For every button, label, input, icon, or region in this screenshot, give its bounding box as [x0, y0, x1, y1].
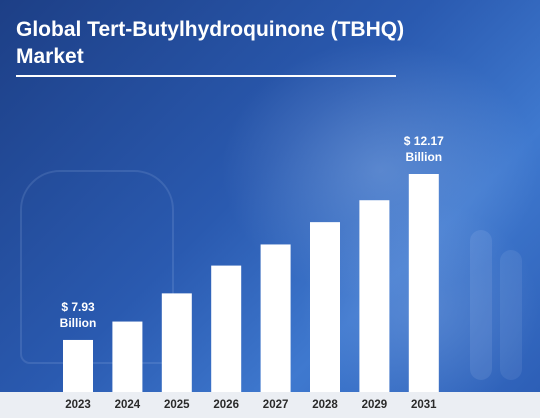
x-tick-label: 2027	[263, 399, 289, 411]
bar-2028	[310, 222, 340, 392]
title-underline	[16, 75, 396, 77]
value-label: $ 12.17	[404, 134, 444, 148]
bar-2025	[161, 293, 192, 392]
x-tick-label: 2029	[362, 399, 388, 411]
chart-title: Global Tert-Butylhydroquinone (TBHQ) Mar…	[16, 18, 405, 68]
x-tick-label: 2028	[312, 399, 338, 411]
x-tick-label: 2025	[164, 399, 190, 411]
value-label: Billion	[60, 316, 97, 330]
bar-2031	[408, 174, 439, 392]
x-axis-band	[0, 392, 540, 418]
value-label: Billion	[405, 150, 442, 164]
bar-2024	[112, 321, 143, 392]
bar-2027	[260, 244, 291, 392]
bar-2023	[63, 339, 93, 392]
x-tick-label: 2026	[213, 399, 239, 411]
bar-2026	[211, 265, 242, 392]
x-tick-label: 2023	[65, 399, 91, 411]
value-label: $ 7.93	[61, 300, 95, 314]
x-tick-label: 2031	[411, 399, 437, 411]
x-tick-label: 2024	[115, 399, 141, 411]
bar-2029	[359, 200, 390, 392]
